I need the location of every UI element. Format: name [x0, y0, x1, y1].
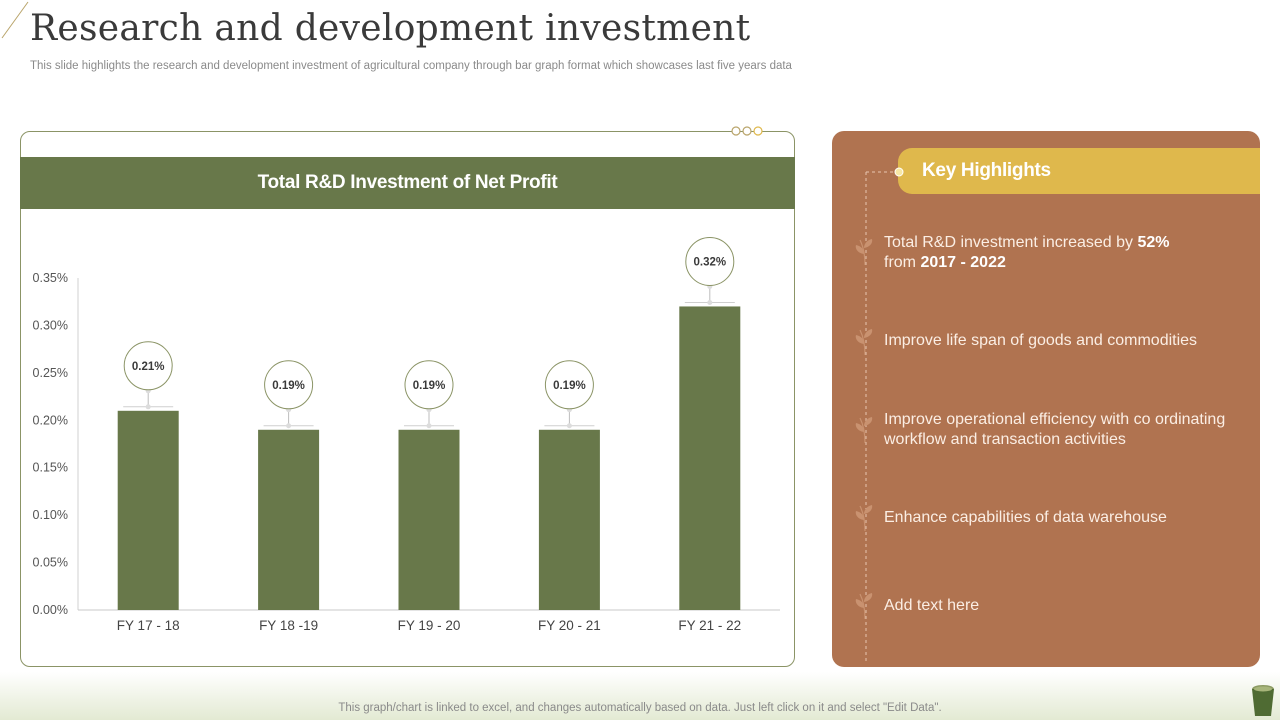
leaf-icon	[855, 417, 873, 444]
data-label-dot	[145, 404, 151, 410]
highlights-title-bar	[898, 148, 1260, 194]
bucket-icon	[1252, 685, 1274, 716]
bar	[679, 306, 741, 610]
y-tick-label: 0.35%	[33, 271, 68, 285]
x-tick-label: FY 19 - 20	[398, 618, 461, 633]
highlight-item-2: Improve life span of goods and commoditi…	[884, 332, 1198, 349]
data-label-bubble	[544, 360, 594, 410]
bar	[538, 429, 600, 610]
bar	[117, 410, 179, 610]
highlights-connector	[865, 167, 904, 662]
highlight-item-1-years: 2017 - 2022	[920, 253, 1006, 271]
leaf-icon	[855, 239, 873, 266]
y-tick-label: 0.20%	[33, 413, 68, 427]
highlight-item-5: Add text here	[884, 597, 980, 614]
footer-note: This graph/chart is linked to excel, and…	[338, 702, 942, 714]
leaf-icon	[855, 593, 873, 620]
data-label: 0.32%	[693, 256, 726, 268]
page-subtitle: This slide highlights the research and d…	[30, 60, 792, 72]
highlight-item-1-percent: 52%	[1137, 234, 1170, 251]
y-tick-label: 0.05%	[33, 556, 68, 570]
data-label: 0.19%	[413, 380, 446, 392]
y-tick-label: 0.25%	[33, 366, 68, 380]
highlight-item-1: Total R&D investment increased by 52% fro…	[884, 233, 1234, 272]
x-tick-label: FY 17 - 18	[117, 618, 180, 633]
leaf-icon	[855, 329, 873, 356]
highlight-item-4: Enhance capabilities of data warehouse	[884, 509, 1167, 526]
y-tick-label: 0.00%	[33, 603, 68, 617]
y-tick-label: 0.10%	[33, 508, 68, 522]
x-tick-label: FY 21 - 22	[678, 618, 741, 633]
card-dots-decoration	[731, 126, 763, 136]
bar	[258, 429, 320, 610]
y-tick-label: 0.15%	[33, 461, 68, 475]
bar-chart: 0.00% 0.05% 0.10% 0.15% 0.20% 0.25% 0.30% 0.35%…	[33, 236, 780, 633]
data-label: 0.19%	[272, 380, 305, 392]
highlights-title: Key Highlights	[922, 160, 1051, 181]
data-label-dot	[286, 423, 292, 429]
data-label-bubble	[264, 360, 314, 410]
page-title: Research and development investment	[30, 8, 751, 49]
y-tick-label: 0.30%	[33, 318, 68, 332]
data-label-bubble	[404, 360, 454, 410]
data-label-dot	[566, 423, 572, 429]
highlights-panel	[832, 131, 1260, 667]
data-label-dot	[426, 423, 432, 429]
chart-title: Total R&D Investment of Net Profit	[20, 157, 795, 209]
data-label-bubble	[123, 341, 173, 391]
data-label: 0.21%	[132, 361, 165, 373]
highlight-item-1-mid: from	[884, 253, 921, 271]
leaf-icon	[855, 505, 873, 532]
data-label-bubble	[685, 236, 735, 286]
highlight-item-1-pre: Total R&D investment increased by	[884, 234, 1138, 251]
data-label-dot	[707, 299, 713, 305]
data-label: 0.19%	[553, 380, 586, 392]
grass-background	[0, 672, 1280, 720]
x-tick-label: FY 20 - 21	[538, 618, 601, 633]
highlight-item-3: Improve operational efficiency with co o…	[884, 411, 1226, 448]
x-tick-label: FY 18 -19	[259, 618, 318, 633]
bar	[398, 429, 460, 610]
corner-decoration	[1, 1, 29, 39]
